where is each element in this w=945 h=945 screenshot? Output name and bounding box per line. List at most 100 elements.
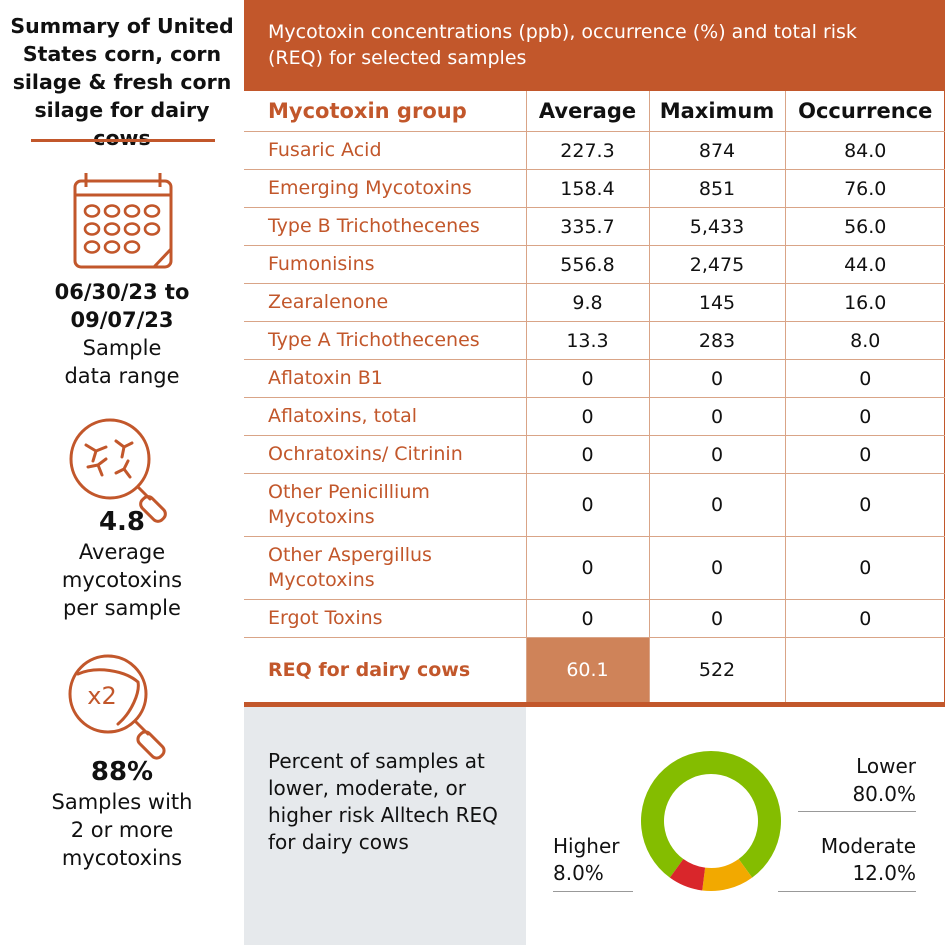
table-header-banner: Mycotoxin concentrations (ppb), occurren…: [244, 0, 945, 91]
row-average: 0: [525, 536, 649, 600]
row-occurrence: 0: [784, 397, 945, 436]
row-occurrence: 0: [784, 473, 945, 537]
col-header-occurrence: Occurrence: [784, 91, 945, 132]
row-maximum: 0: [648, 599, 785, 638]
donut-slice-higher: [669, 859, 706, 891]
multi-label-line3: mycotoxins: [61, 846, 183, 870]
row-average: 0: [525, 473, 649, 537]
row-average: 0: [525, 599, 649, 638]
req-maximum: 522: [648, 637, 785, 702]
row-maximum: 851: [648, 169, 785, 208]
row-average: 158.4: [525, 169, 649, 208]
date-range-line2: 09/07/23: [70, 308, 174, 332]
req-occurrence: [784, 637, 945, 702]
risk-description: Percent of samples at lower, moderate, o…: [268, 749, 498, 854]
date-range-stat: 06/30/23 to 09/07/23 Sample data range: [0, 278, 244, 390]
row-name: Aflatoxins, total: [244, 397, 526, 436]
row-maximum: 0: [648, 397, 785, 436]
table-row: Zearalenone 9.8 145 16.0: [244, 283, 945, 322]
calendar-icon: [73, 173, 173, 269]
risk-description-panel: Percent of samples at lower, moderate, o…: [244, 707, 526, 945]
row-average: 0: [525, 359, 649, 398]
row-maximum: 2,475: [648, 245, 785, 284]
avg-label-line1: Average: [78, 540, 166, 564]
table-row: Type B Trichothecenes 335.7 5,433 56.0: [244, 207, 945, 246]
table-row: Other Aspergillus Mycotoxins 0 0 0: [244, 536, 945, 600]
row-name: Other Penicillium Mycotoxins: [244, 473, 526, 537]
row-name: Aflatoxin B1: [244, 359, 526, 398]
row-name: Fumonisins: [244, 245, 526, 284]
moderate-leader-line: [778, 891, 916, 892]
row-name: Emerging Mycotoxins: [244, 169, 526, 208]
row-average: 13.3: [525, 321, 649, 360]
row-maximum: 0: [648, 536, 785, 600]
req-name: REQ for dairy cows: [268, 659, 471, 681]
multi-mycotoxin-value: 88%: [90, 757, 154, 787]
row-occurrence: 0: [784, 536, 945, 600]
row-name: Other Aspergillus Mycotoxins: [244, 536, 526, 600]
avg-mycotoxins-value: 4.8: [98, 507, 146, 537]
summary-panel: Summary of United States corn, corn sila…: [0, 0, 244, 945]
row-maximum: 874: [648, 131, 785, 170]
donut-slice-moderate: [702, 859, 753, 891]
summary-title: Summary of United States corn, corn sila…: [10, 14, 234, 150]
table-row: Type A Trichothecenes 13.3 283 8.0: [244, 321, 945, 360]
row-maximum: 0: [648, 359, 785, 398]
moderate-label: Moderate: [820, 834, 916, 858]
row-occurrence: 0: [784, 359, 945, 398]
row-average: 227.3: [525, 131, 649, 170]
row-average: 335.7: [525, 207, 649, 246]
row-occurrence: 16.0: [784, 283, 945, 322]
risk-donut-chart: [641, 751, 781, 891]
section-divider: [244, 702, 945, 707]
row-maximum: 0: [648, 435, 785, 474]
mycotoxin-table: Mycotoxin group Average Maximum Occurren…: [244, 91, 945, 702]
row-occurrence: 8.0: [784, 321, 945, 360]
row-name: Ochratoxins/ Citrinin: [244, 435, 526, 474]
higher-leader-line: [553, 891, 633, 892]
avg-label-line2: mycotoxins: [61, 568, 183, 592]
table-row: Aflatoxin B1 0 0 0: [244, 359, 945, 398]
row-average: 0: [525, 435, 649, 474]
row-maximum: 145: [648, 283, 785, 322]
row-name: Fusaric Acid: [244, 131, 526, 170]
higher-value: 8.0%: [553, 861, 604, 885]
row-maximum: 0: [648, 473, 785, 537]
row-maximum: 283: [648, 321, 785, 360]
table-header-row: Mycotoxin group Average Maximum Occurren…: [244, 91, 945, 132]
avg-label-line3: per sample: [63, 596, 181, 620]
multi-label-line1: Samples with: [51, 790, 193, 814]
row-name: Type B Trichothecenes: [244, 207, 526, 246]
risk-chart-panel: Lower 80.0% Moderate 12.0% Higher 8.0%: [526, 707, 945, 945]
col-header-group: Mycotoxin group: [244, 91, 526, 132]
req-average: 60.1: [525, 637, 649, 702]
req-row: REQ for dairy cows 60.1 522: [244, 637, 945, 702]
col-header-average: Average: [525, 91, 649, 132]
date-range-line1: 06/30/23 to: [54, 280, 190, 304]
row-name: Type A Trichothecenes: [244, 321, 526, 360]
row-occurrence: 84.0: [784, 131, 945, 170]
row-maximum: 5,433: [648, 207, 785, 246]
table-row: Aflatoxins, total 0 0 0: [244, 397, 945, 436]
table-row: Fumonisins 556.8 2,475 44.0: [244, 245, 945, 284]
magnifier-x2-label: x2: [87, 682, 116, 710]
row-occurrence: 76.0: [784, 169, 945, 208]
row-name: Zearalenone: [244, 283, 526, 322]
row-occurrence: 0: [784, 599, 945, 638]
higher-label: Higher: [553, 834, 620, 858]
lower-label: Lower: [856, 754, 916, 778]
avg-mycotoxins-stat: 4.8 Average mycotoxins per sample: [0, 506, 244, 622]
table-row: Fusaric Acid 227.3 874 84.0: [244, 131, 945, 170]
row-average: 556.8: [525, 245, 649, 284]
table-row: Ergot Toxins 0 0 0: [244, 599, 945, 638]
donut-slice-lower: [641, 751, 781, 878]
row-name: Ergot Toxins: [244, 599, 526, 638]
lower-value: 80.0%: [852, 782, 916, 806]
summary-divider: [31, 139, 215, 142]
lower-leader-line: [798, 811, 916, 812]
moderate-value: 12.0%: [852, 861, 916, 885]
date-label-line2: data range: [64, 364, 180, 388]
table-row: Ochratoxins/ Citrinin 0 0 0: [244, 435, 945, 474]
row-average: 0: [525, 397, 649, 436]
multi-label-line2: 2 or more: [70, 818, 174, 842]
